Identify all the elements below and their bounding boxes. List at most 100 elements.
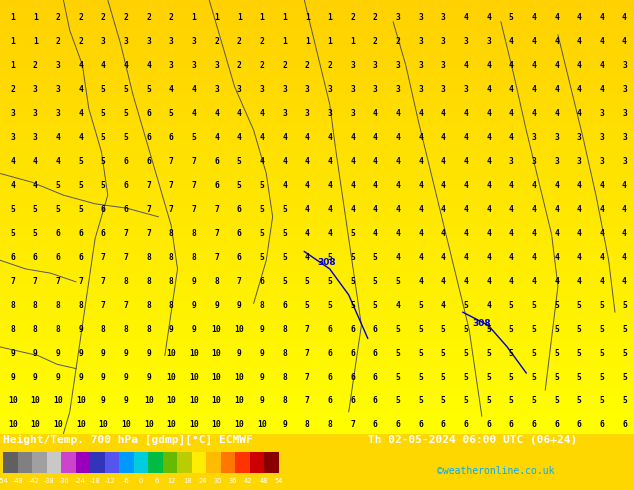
Text: 4: 4: [508, 253, 514, 262]
Text: 5: 5: [554, 396, 559, 406]
Text: 8: 8: [10, 324, 15, 334]
Text: 6: 6: [554, 420, 559, 429]
Text: 8: 8: [56, 300, 60, 310]
FancyBboxPatch shape: [119, 452, 134, 473]
Text: 8: 8: [169, 229, 174, 238]
Text: 5: 5: [622, 300, 627, 310]
Text: 8: 8: [101, 324, 106, 334]
Text: 9: 9: [169, 324, 174, 334]
Text: 3: 3: [441, 85, 446, 94]
Text: 5: 5: [328, 277, 332, 286]
Text: 5: 5: [33, 229, 38, 238]
Text: 10: 10: [98, 420, 108, 429]
Text: 10: 10: [121, 420, 131, 429]
Text: 3: 3: [418, 85, 423, 94]
Text: 5: 5: [508, 324, 514, 334]
Text: 4: 4: [191, 85, 197, 94]
Text: 6: 6: [154, 478, 158, 484]
Text: 10: 10: [212, 420, 221, 429]
Text: -42: -42: [29, 478, 39, 484]
Text: 4: 4: [373, 229, 378, 238]
Text: 5: 5: [508, 348, 514, 358]
Text: 3: 3: [599, 109, 604, 118]
Text: 9: 9: [214, 300, 219, 310]
Text: 8: 8: [124, 277, 129, 286]
Text: 308: 308: [317, 258, 336, 267]
Text: 4: 4: [622, 205, 627, 214]
Text: 5: 5: [554, 372, 559, 382]
Text: 4: 4: [577, 205, 581, 214]
Text: 4: 4: [418, 205, 423, 214]
Text: 6: 6: [56, 253, 60, 262]
FancyBboxPatch shape: [264, 452, 279, 473]
Text: 1: 1: [282, 37, 287, 46]
Text: 4: 4: [531, 277, 536, 286]
Text: 5: 5: [508, 396, 514, 406]
Text: 4: 4: [531, 61, 536, 70]
Text: 5: 5: [350, 300, 355, 310]
Text: 5: 5: [577, 348, 581, 358]
Text: 9: 9: [56, 348, 60, 358]
Text: 2: 2: [305, 61, 309, 70]
Text: 4: 4: [259, 157, 264, 166]
Text: 8: 8: [33, 324, 38, 334]
Text: 6: 6: [350, 324, 355, 334]
Text: 5: 5: [10, 229, 15, 238]
Text: 2: 2: [124, 13, 129, 22]
Text: 2: 2: [237, 61, 242, 70]
Text: 6: 6: [373, 420, 378, 429]
Text: 5: 5: [463, 372, 469, 382]
Text: 5: 5: [396, 324, 400, 334]
Text: 4: 4: [373, 157, 378, 166]
Text: 4: 4: [124, 61, 129, 70]
Text: 6: 6: [599, 420, 604, 429]
Text: 8: 8: [146, 324, 151, 334]
Text: 10: 10: [257, 420, 267, 429]
Text: 9: 9: [124, 372, 129, 382]
Text: 4: 4: [554, 13, 559, 22]
Text: 4: 4: [78, 61, 83, 70]
Text: 9: 9: [101, 348, 106, 358]
Text: 4: 4: [441, 181, 446, 190]
Text: 3: 3: [622, 133, 627, 142]
Text: 5: 5: [463, 396, 469, 406]
Text: 4: 4: [622, 229, 627, 238]
Text: 2: 2: [396, 37, 400, 46]
Text: 8: 8: [169, 277, 174, 286]
Text: 4: 4: [396, 229, 400, 238]
Text: 4: 4: [418, 229, 423, 238]
Text: 4: 4: [508, 277, 514, 286]
Text: 8: 8: [146, 253, 151, 262]
Text: 30: 30: [214, 478, 222, 484]
Text: 5: 5: [78, 205, 83, 214]
Text: 2: 2: [78, 13, 83, 22]
FancyBboxPatch shape: [178, 452, 192, 473]
Text: 5: 5: [531, 300, 536, 310]
Text: 3: 3: [56, 109, 60, 118]
Text: 4: 4: [486, 157, 491, 166]
Text: 5: 5: [101, 157, 106, 166]
Text: 6: 6: [237, 253, 242, 262]
Text: 6: 6: [486, 420, 491, 429]
Text: 5: 5: [531, 324, 536, 334]
Text: 12: 12: [167, 478, 176, 484]
Text: 3: 3: [305, 109, 309, 118]
Text: 5: 5: [259, 229, 264, 238]
Text: 4: 4: [441, 133, 446, 142]
Text: 1: 1: [10, 61, 15, 70]
Text: 3: 3: [396, 85, 400, 94]
Text: 5: 5: [441, 324, 446, 334]
Text: 5: 5: [101, 133, 106, 142]
Text: 4: 4: [282, 181, 287, 190]
Text: 4: 4: [101, 61, 106, 70]
Text: 3: 3: [441, 13, 446, 22]
Text: -24: -24: [74, 478, 85, 484]
Text: 4: 4: [56, 157, 60, 166]
Text: 5: 5: [350, 277, 355, 286]
Text: 6: 6: [282, 300, 287, 310]
Text: 7: 7: [10, 277, 15, 286]
Text: 9: 9: [78, 348, 83, 358]
Text: 5: 5: [622, 396, 627, 406]
Text: 1: 1: [282, 13, 287, 22]
Text: 4: 4: [599, 37, 604, 46]
